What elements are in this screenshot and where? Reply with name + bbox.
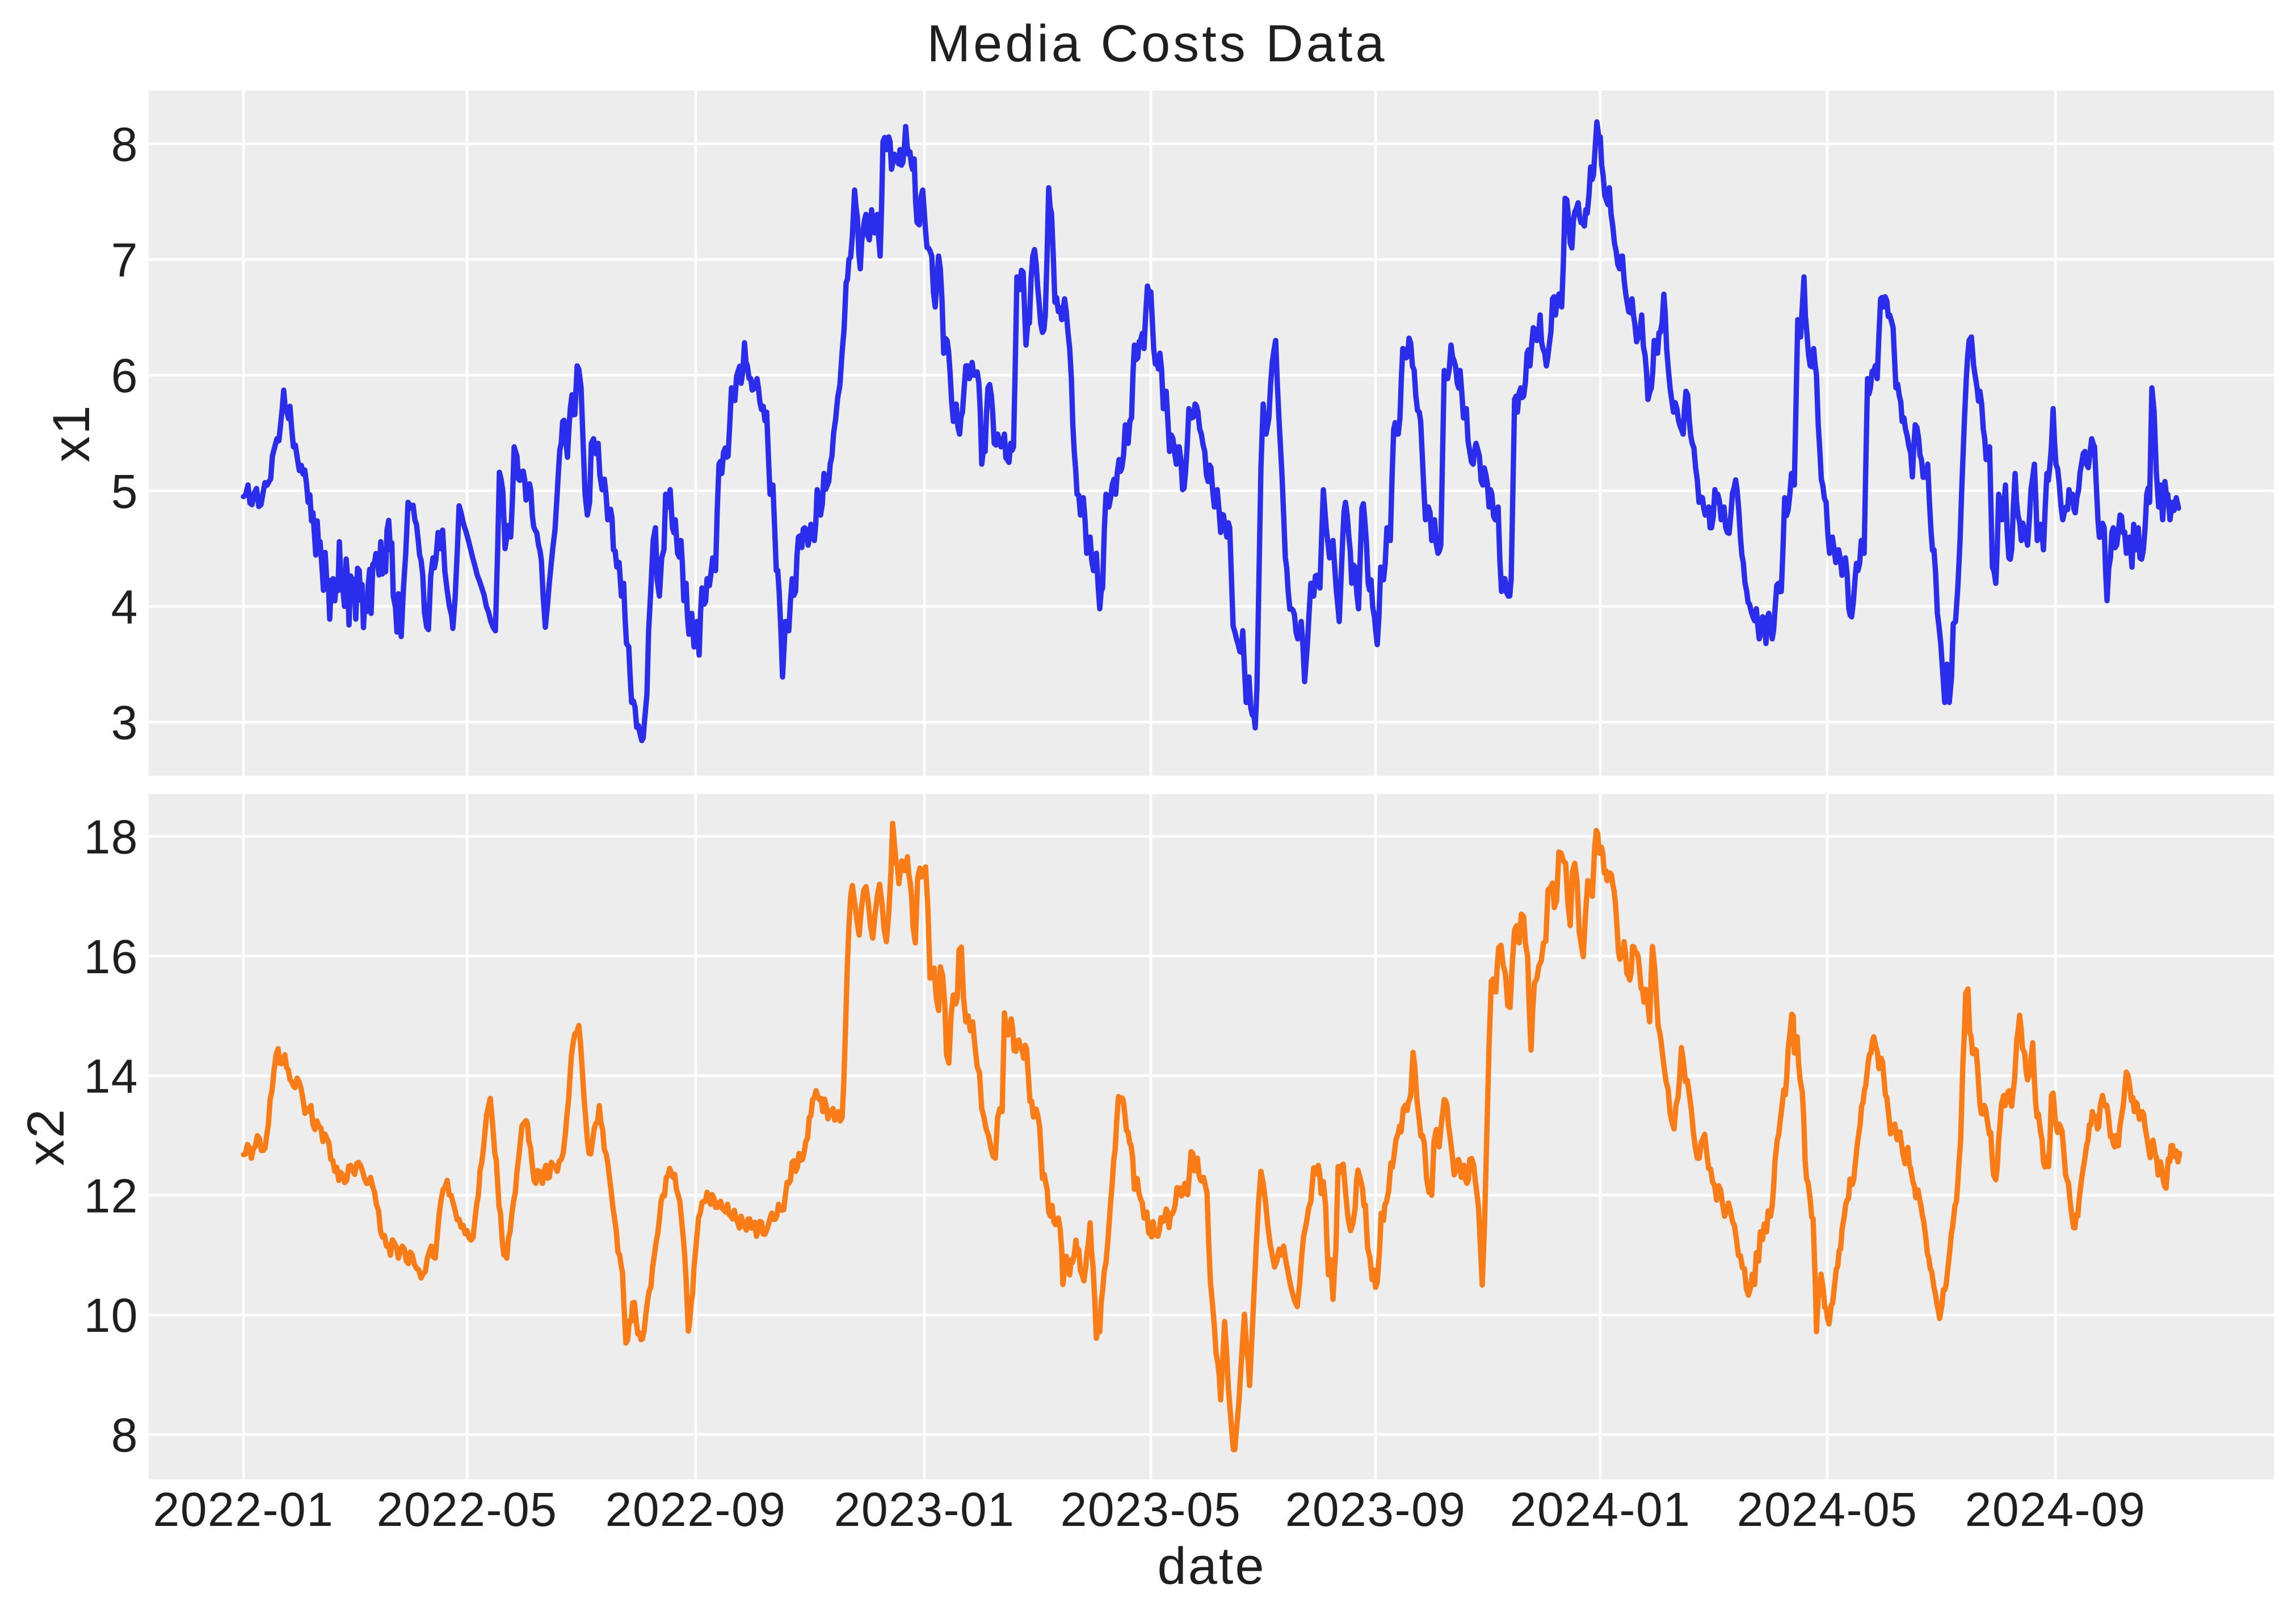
svg-text:2024-09: 2024-09 [1965,1483,2146,1536]
svg-text:x2: x2 [17,1107,75,1166]
svg-text:16: 16 [84,930,138,983]
svg-text:2023-05: 2023-05 [1061,1483,1242,1536]
svg-text:10: 10 [84,1289,138,1342]
svg-text:2023-09: 2023-09 [1285,1483,1466,1536]
svg-text:2024-05: 2024-05 [1737,1483,1918,1536]
svg-text:2023-01: 2023-01 [834,1483,1015,1536]
svg-text:6: 6 [111,349,138,402]
svg-text:12: 12 [84,1169,138,1222]
svg-text:5: 5 [111,465,138,518]
svg-text:2022-05: 2022-05 [377,1483,558,1536]
svg-text:8: 8 [111,118,138,171]
svg-text:x1: x1 [43,403,100,462]
svg-text:7: 7 [111,233,138,287]
svg-text:2022-01: 2022-01 [153,1483,334,1536]
svg-text:2022-09: 2022-09 [605,1483,787,1536]
svg-text:4: 4 [111,581,138,634]
svg-text:date: date [1157,1537,1265,1595]
svg-text:18: 18 [84,810,138,864]
svg-text:14: 14 [84,1050,138,1103]
svg-text:8: 8 [111,1408,138,1462]
svg-text:Media Costs Data: Media Costs Data [927,15,1387,73]
svg-text:2024-01: 2024-01 [1510,1483,1691,1536]
svg-text:3: 3 [111,696,138,750]
